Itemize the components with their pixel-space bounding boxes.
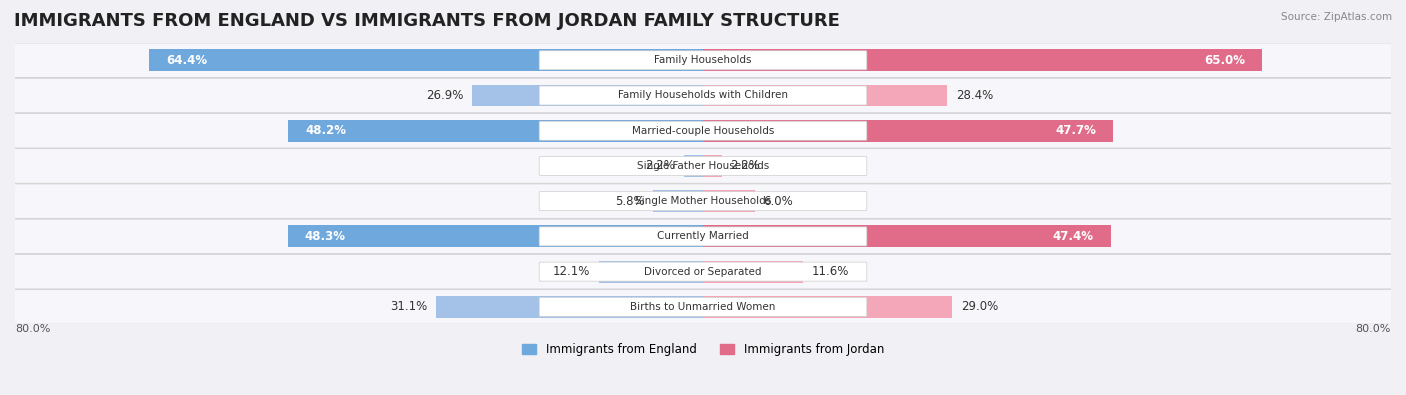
Text: 31.1%: 31.1% xyxy=(389,300,427,313)
Text: Single Father Households: Single Father Households xyxy=(637,161,769,171)
FancyBboxPatch shape xyxy=(538,86,868,105)
Text: Births to Unmarried Women: Births to Unmarried Women xyxy=(630,302,776,312)
FancyBboxPatch shape xyxy=(11,254,1395,289)
Text: Currently Married: Currently Married xyxy=(657,231,749,241)
Bar xyxy=(703,226,1111,247)
Text: 26.9%: 26.9% xyxy=(426,89,463,102)
Text: IMMIGRANTS FROM ENGLAND VS IMMIGRANTS FROM JORDAN FAMILY STRUCTURE: IMMIGRANTS FROM ENGLAND VS IMMIGRANTS FR… xyxy=(14,12,839,30)
FancyBboxPatch shape xyxy=(11,78,1395,113)
Bar xyxy=(703,155,721,177)
Text: 80.0%: 80.0% xyxy=(15,324,51,335)
Text: Family Households: Family Households xyxy=(654,55,752,65)
Text: 80.0%: 80.0% xyxy=(1355,324,1391,335)
FancyBboxPatch shape xyxy=(11,43,1395,77)
FancyBboxPatch shape xyxy=(538,192,868,211)
FancyBboxPatch shape xyxy=(538,297,868,316)
FancyBboxPatch shape xyxy=(11,290,1395,324)
Bar xyxy=(703,85,948,106)
Text: 5.8%: 5.8% xyxy=(614,195,644,208)
Text: 64.4%: 64.4% xyxy=(166,54,208,67)
Bar xyxy=(288,226,703,247)
FancyBboxPatch shape xyxy=(538,156,868,175)
Text: 29.0%: 29.0% xyxy=(960,300,998,313)
Bar xyxy=(703,190,755,212)
Text: 12.1%: 12.1% xyxy=(553,265,591,278)
Text: 2.2%: 2.2% xyxy=(645,160,675,173)
Text: Divorced or Separated: Divorced or Separated xyxy=(644,267,762,276)
FancyBboxPatch shape xyxy=(538,262,868,281)
FancyBboxPatch shape xyxy=(11,113,1395,148)
Bar xyxy=(149,49,703,71)
Bar xyxy=(471,85,703,106)
FancyBboxPatch shape xyxy=(538,121,868,140)
FancyBboxPatch shape xyxy=(538,51,868,70)
Bar xyxy=(654,190,703,212)
Text: 48.2%: 48.2% xyxy=(305,124,347,137)
Bar xyxy=(703,261,803,282)
Text: 47.7%: 47.7% xyxy=(1054,124,1097,137)
Bar xyxy=(288,120,703,142)
FancyBboxPatch shape xyxy=(11,149,1395,183)
Text: 28.4%: 28.4% xyxy=(956,89,993,102)
Bar xyxy=(703,120,1114,142)
Text: Source: ZipAtlas.com: Source: ZipAtlas.com xyxy=(1281,12,1392,22)
Text: 65.0%: 65.0% xyxy=(1204,54,1244,67)
Bar xyxy=(436,296,703,318)
Bar xyxy=(599,261,703,282)
FancyBboxPatch shape xyxy=(11,219,1395,254)
Text: 48.3%: 48.3% xyxy=(305,230,346,243)
Text: Single Mother Households: Single Mother Households xyxy=(636,196,770,206)
Bar xyxy=(685,155,703,177)
FancyBboxPatch shape xyxy=(538,227,868,246)
Text: 11.6%: 11.6% xyxy=(811,265,849,278)
Legend: Immigrants from England, Immigrants from Jordan: Immigrants from England, Immigrants from… xyxy=(517,339,889,361)
Bar xyxy=(703,296,952,318)
FancyBboxPatch shape xyxy=(11,184,1395,218)
Text: 6.0%: 6.0% xyxy=(763,195,793,208)
Text: 47.4%: 47.4% xyxy=(1053,230,1094,243)
Bar xyxy=(703,49,1263,71)
Text: Family Households with Children: Family Households with Children xyxy=(619,90,787,100)
Text: Married-couple Households: Married-couple Households xyxy=(631,126,775,136)
Text: 2.2%: 2.2% xyxy=(731,160,761,173)
